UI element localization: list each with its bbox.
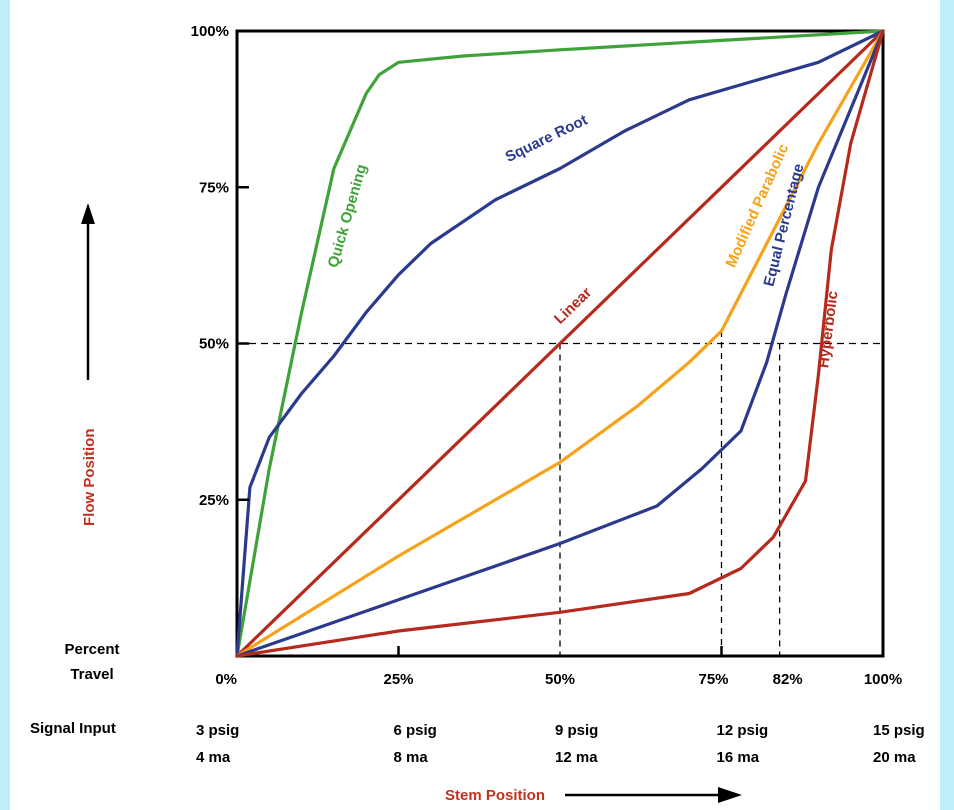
signal-psig: 3 psig	[196, 722, 239, 739]
curve-modified-parabolic	[235, 29, 885, 658]
chart-panel: 25% 50% 75% 100% 0% 25% 50% 75% 82% 100% Quick Op…	[10, 0, 940, 810]
y-axis-title: Flow Position	[81, 429, 98, 527]
x-tick-label: 82%	[773, 671, 803, 688]
curves	[235, 29, 885, 658]
y-tick-label: 50%	[199, 336, 229, 353]
valve-characteristics-chart: 25% 50% 75% 100% 0% 25% 50% 75% 82% 100% Quick Op…	[30, 23, 925, 804]
signal-ma: 8 ma	[394, 749, 429, 766]
curve-equal-percentage	[235, 29, 885, 658]
travel-label: Travel	[70, 666, 113, 683]
x-axis-title: Stem Position	[445, 787, 545, 804]
percent-label: Percent	[64, 641, 119, 658]
y-tick-label: 25%	[199, 492, 229, 509]
y-tick-label: 100%	[191, 23, 229, 40]
curve-label-linear: Linear	[551, 284, 595, 328]
curve-linear	[235, 29, 885, 658]
x-tick-label: 50%	[545, 671, 575, 688]
signal-ma: 20 ma	[873, 749, 916, 766]
signal-ma: 16 ma	[717, 749, 760, 766]
curve-label-hyperbolic: Hyperbolic	[815, 290, 841, 369]
signal-ma: 12 ma	[555, 749, 598, 766]
curve-hyperbolic	[235, 29, 885, 658]
curve-quick-opening	[235, 29, 885, 658]
x-tick-label: 25%	[383, 671, 413, 688]
signal-psig: 6 psig	[394, 722, 437, 739]
signal-ma: 4 ma	[196, 749, 231, 766]
y-axis-arrowhead	[81, 203, 95, 224]
y-tick-label: 75%	[199, 179, 229, 196]
ticks: 25% 50% 75% 100% 0% 25% 50% 75% 82% 100%	[191, 23, 903, 688]
x-tick-label: 75%	[698, 671, 728, 688]
signal-psig: 15 psig	[873, 722, 925, 739]
signal-psig: 9 psig	[555, 722, 598, 739]
x-axis-arrowhead	[718, 787, 742, 803]
curve-square-root	[235, 29, 885, 658]
signal-input-label: Signal Input	[30, 720, 116, 737]
signal-psig: 12 psig	[717, 722, 769, 739]
x-tick-label: 100%	[864, 671, 902, 688]
x-tick-label: 0%	[215, 671, 237, 688]
